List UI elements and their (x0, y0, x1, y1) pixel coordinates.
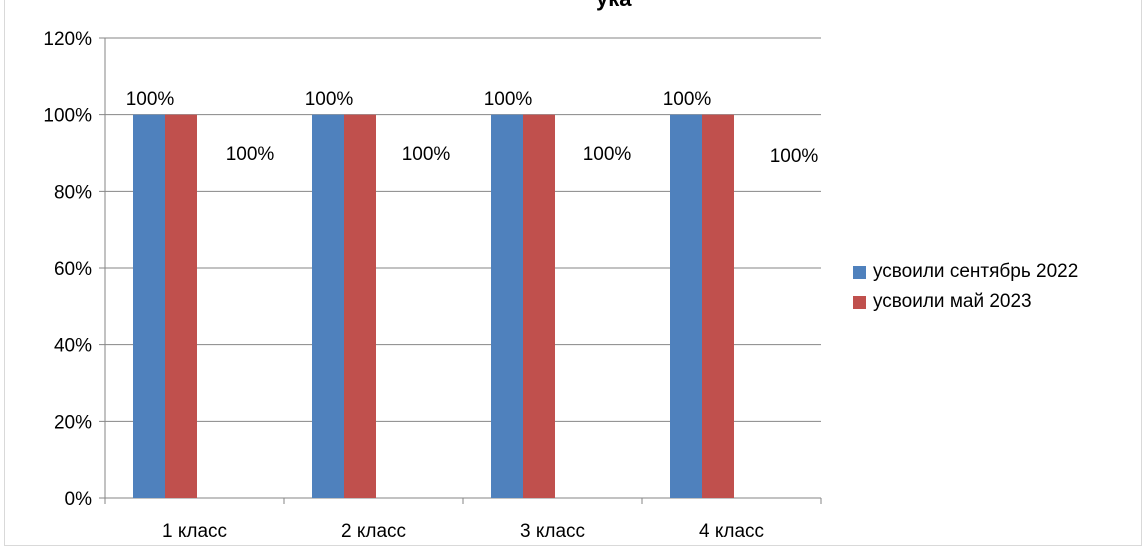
legend-swatch-september-2022 (853, 265, 866, 279)
data-label: 100% (402, 144, 451, 165)
legend-swatch-may-2023 (853, 295, 866, 309)
x-category-label: 1 класс (162, 521, 227, 542)
data-label: 100% (226, 144, 275, 165)
bar (523, 114, 555, 499)
legend-label-september-2022: усвоили сентябрь 2022 (873, 261, 1079, 282)
y-tick-label: 20% (54, 412, 92, 433)
x-category-label: 4 класс (699, 521, 764, 542)
data-label: 100% (484, 89, 533, 110)
y-tick-label: 120% (43, 29, 92, 50)
bar (133, 114, 165, 499)
x-category-label: 2 класс (341, 521, 406, 542)
legend-item-september-2022: усвоили сентябрь 2022 (853, 257, 1078, 287)
bar (165, 114, 197, 499)
data-label: 100% (663, 89, 712, 110)
legend-item-may-2023: усвоили май 2023 (853, 287, 1078, 317)
data-label: 100% (126, 89, 175, 110)
bar (670, 114, 702, 499)
y-tick-label: 100% (43, 106, 92, 127)
data-label: 100% (583, 144, 632, 165)
legend-label-may-2023: усвоили май 2023 (873, 291, 1032, 312)
legend: усвоили сентябрь 2022 усвоили май 2023 (853, 257, 1078, 317)
data-label: 100% (770, 146, 819, 167)
y-tick-label: 0% (65, 489, 93, 510)
bar (702, 114, 734, 499)
bar (491, 114, 523, 499)
bar (344, 114, 376, 499)
y-tick-label: 40% (54, 336, 92, 357)
chart-frame (4, 0, 1142, 546)
bar (312, 114, 344, 499)
y-tick-label: 80% (54, 182, 92, 203)
chart-title-fragment: ука (596, 0, 631, 12)
x-category-label: 3 класс (520, 521, 585, 542)
data-label: 100% (305, 89, 354, 110)
y-tick-label: 60% (54, 259, 92, 280)
